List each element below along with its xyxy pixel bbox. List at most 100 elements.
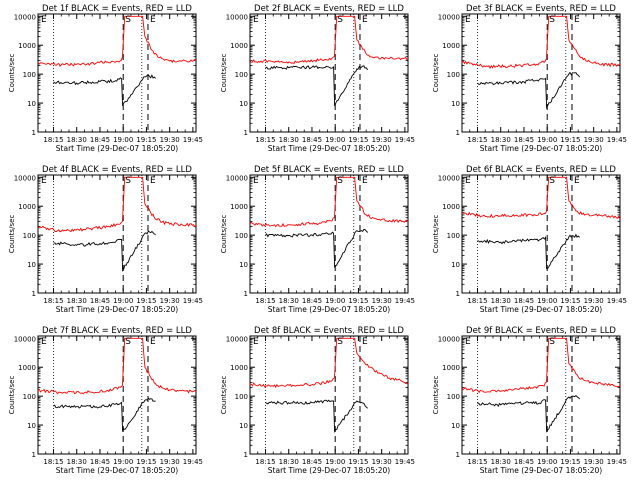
y-axis-label: Counts/sec: [220, 376, 228, 415]
y-tick-label: 10: [451, 422, 460, 430]
x-tick-label: 19:45: [395, 458, 415, 466]
series-line-events: [477, 233, 580, 270]
plot-area: [38, 337, 196, 432]
x-tick-label: 18:15: [43, 136, 63, 144]
marker-label-end: E: [574, 337, 580, 347]
y-tick-label: 10000: [14, 13, 36, 21]
x-tick-label: 19:30: [160, 136, 180, 144]
plot-area: [462, 337, 620, 433]
x-axis-label: Start Time (29-Dec-07 18:05:20): [268, 144, 390, 153]
y-tick-label: 10000: [226, 335, 248, 343]
x-tick-label: 18:45: [90, 297, 110, 305]
y-axis-label: Counts/sec: [8, 215, 16, 254]
marker-label-end: E: [574, 176, 580, 186]
x-tick-label: 19:00: [113, 136, 133, 144]
x-tick-label: 18:30: [67, 136, 87, 144]
plot-area: [250, 176, 408, 268]
series-line-lld: [250, 337, 408, 389]
y-tick-label: 1: [244, 129, 248, 137]
x-tick-label: 18:15: [467, 297, 487, 305]
x-tick-label: 19:15: [348, 297, 368, 305]
plot-area: [38, 176, 196, 272]
x-tick-label: 19:15: [136, 136, 156, 144]
x-tick-label: 18:30: [491, 458, 511, 466]
x-tick-label: 18:15: [467, 458, 487, 466]
y-tick-label: 1: [456, 451, 460, 459]
panel-title: Det 1f BLACK = Events, RED = LLD: [42, 4, 192, 14]
x-tick-label: 19:45: [395, 136, 415, 144]
y-tick-label: 1000: [442, 364, 460, 372]
y-tick-label: 100: [447, 232, 460, 240]
marker-label-start: E: [41, 176, 47, 186]
x-tick-label: 19:00: [113, 297, 133, 305]
x-tick-label: 19:00: [537, 458, 557, 466]
x-tick-label: 19:45: [607, 297, 627, 305]
x-tick-label: 19:30: [372, 136, 392, 144]
y-tick-label: 10000: [438, 13, 460, 21]
x-tick-label: 18:15: [255, 136, 275, 144]
y-tick-label: 10000: [226, 13, 248, 21]
x-tick-label: 19:30: [584, 458, 604, 466]
y-tick-label: 10: [27, 261, 36, 269]
plot-frame: [461, 335, 621, 455]
series-line-lld: [462, 176, 620, 219]
marker-label-saa: S: [549, 15, 555, 25]
plot-frame: [461, 13, 621, 133]
x-tick-label: 18:30: [279, 136, 299, 144]
x-tick-label: 19:15: [348, 136, 368, 144]
x-tick-label: 19:00: [325, 297, 345, 305]
x-tick-label: 18:15: [467, 136, 487, 144]
series-line-lld: [462, 15, 620, 70]
x-tick-label: 18:45: [302, 297, 322, 305]
marker-label-end: E: [150, 176, 156, 186]
marker-label-start: E: [253, 15, 259, 25]
marker-label-saa: S: [549, 337, 555, 347]
x-axis-label: Start Time (29-Dec-07 18:05:20): [56, 466, 178, 475]
series-line-lld: [38, 337, 196, 395]
plot-area: [250, 337, 408, 434]
x-tick-label: 18:15: [43, 458, 63, 466]
x-tick-label: 19:30: [584, 136, 604, 144]
y-tick-label: 10: [239, 422, 248, 430]
y-axis-label: Counts/sec: [432, 376, 440, 415]
y-tick-label: 10000: [226, 174, 248, 182]
y-tick-label: 10: [27, 100, 36, 108]
y-axis-label: Counts/sec: [432, 54, 440, 93]
y-axis-label: Counts/sec: [432, 215, 440, 254]
series-line-lld: [462, 337, 620, 394]
detector-panel-3f: Det 3f BLACK = Events, RED = LLD 1 10 100 10…: [432, 4, 627, 153]
detector-panel-8f: Det 8f BLACK = Events, RED = LLD 1 10 100 10…: [220, 326, 415, 475]
x-tick-label: 18:45: [90, 458, 110, 466]
plot-frame: [461, 174, 621, 294]
marker-label-saa: S: [337, 337, 343, 347]
y-tick-label: 10000: [438, 335, 460, 343]
x-tick-label: 19:30: [160, 297, 180, 305]
x-tick-label: 18:30: [491, 297, 511, 305]
series-line-lld: [250, 15, 408, 65]
marker-label-start: E: [465, 15, 471, 25]
y-tick-label: 100: [23, 232, 36, 240]
y-tick-label: 10: [239, 100, 248, 108]
plot-area: [462, 15, 620, 110]
x-tick-label: 19:45: [183, 458, 203, 466]
y-tick-label: 1: [456, 129, 460, 137]
x-tick-label: 19:15: [560, 136, 580, 144]
series-line-events: [265, 228, 369, 268]
series-line-lld: [38, 15, 196, 68]
detector-panel-4f: Det 4f BLACK = Events, RED = LLD 1 10 100 10…: [8, 165, 203, 314]
detector-panel-2f: Det 2f BLACK = Events, RED = LLD 1 10 100 10…: [220, 4, 415, 153]
x-tick-label: 19:00: [325, 136, 345, 144]
y-tick-label: 100: [235, 71, 248, 79]
marker-label-start: E: [253, 176, 259, 186]
x-tick-label: 18:15: [43, 297, 63, 305]
y-tick-label: 1: [32, 129, 36, 137]
x-tick-label: 18:45: [90, 136, 110, 144]
y-tick-label: 100: [235, 232, 248, 240]
series-line-events: [53, 397, 156, 432]
x-tick-label: 19:00: [113, 458, 133, 466]
y-tick-label: 1000: [230, 364, 248, 372]
x-tick-label: 19:00: [537, 136, 557, 144]
x-tick-label: 18:45: [302, 136, 322, 144]
y-tick-label: 10: [451, 100, 460, 108]
